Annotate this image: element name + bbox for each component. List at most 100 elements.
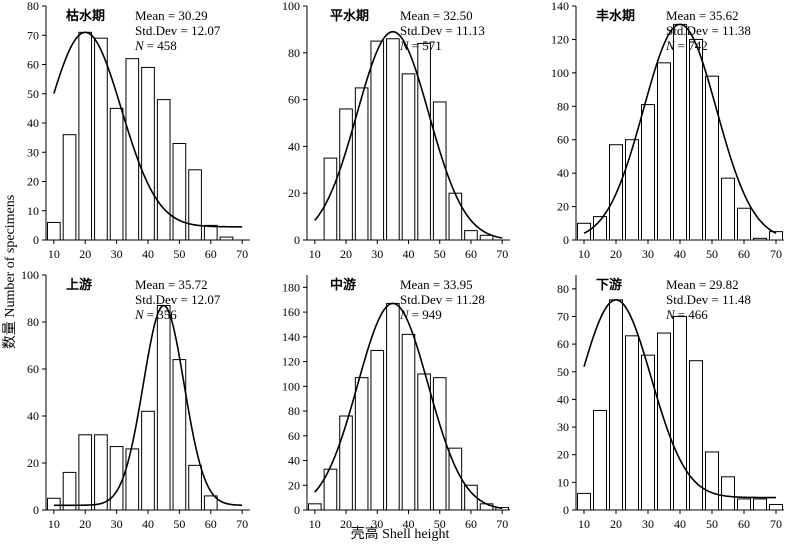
y-tick-label: 30 (557, 420, 569, 434)
bar (577, 222, 591, 241)
n-label: N = 742 (665, 38, 708, 53)
n-value: = 466 (678, 307, 709, 322)
n-symbol: N (399, 307, 410, 322)
bar (125, 448, 140, 511)
panel-6: 0 10 20 30 40 50 60 70 80 10 20 30 40 50 60 70 下游 Mean = … (557, 275, 784, 531)
n-value: = 458 (147, 38, 177, 53)
x-tick-label: 40 (674, 517, 686, 531)
panel-title: 丰水期 (596, 8, 635, 24)
x-tick-label: 20 (79, 517, 91, 531)
bar (141, 66, 155, 241)
bar (641, 104, 655, 241)
std-dev-label: Std.Dev = 12.07 (135, 292, 221, 307)
y-tick-label: 100 (21, 268, 39, 282)
y-tick-label: 70 (27, 28, 39, 42)
y-tick-label: 10 (557, 475, 569, 489)
n-value: = 571 (412, 38, 442, 53)
x-tick-label: 20 (610, 247, 622, 261)
y-tick-label: 80 (557, 99, 569, 113)
n-symbol: N (134, 38, 145, 53)
bar (769, 503, 783, 511)
bar (339, 108, 353, 241)
x-tick-label: 40 (403, 247, 415, 261)
x-tick-label: 70 (770, 247, 782, 261)
mean-label: Mean = 30.29 (135, 8, 208, 23)
bar (125, 58, 140, 241)
bar (753, 498, 767, 511)
bar (386, 302, 400, 511)
bar (109, 446, 124, 511)
bar (417, 373, 431, 511)
y-tick-label: 80 (557, 282, 569, 296)
y-tick-label: 140 (551, 0, 569, 13)
x-tick-label: 60 (738, 247, 750, 261)
std-dev-label: Std.Dev = 11.13 (400, 23, 485, 38)
y-tick-label: 20 (557, 448, 569, 462)
fit-curve (314, 30, 503, 239)
n-label: N = 949 (399, 307, 442, 322)
n-label: N = 458 (134, 38, 177, 53)
n-symbol: N (399, 38, 410, 53)
y-tick-label: 60 (288, 93, 300, 107)
y-tick-label: 60 (27, 362, 39, 376)
y-tick-label: 100 (551, 66, 569, 80)
x-tick-label: 20 (340, 517, 352, 531)
panel-5: 0 20 40 60 80 100 120 140 160 180 10 20 30 40 50 60 70 中游… (282, 275, 510, 531)
fit-curve (583, 299, 776, 499)
fit-curve (583, 23, 777, 234)
bar (339, 415, 353, 511)
panel-2: 0 20 40 60 80 100 10 20 30 40 50 60 70 平水期 Mean = 32.5… (282, 0, 510, 261)
bar (673, 315, 687, 511)
x-tick-label: 30 (642, 247, 654, 261)
bar (156, 99, 171, 241)
bar (62, 471, 77, 511)
y-tick-label: 50 (27, 87, 39, 101)
bar (156, 305, 171, 511)
y-tick-label: 120 (551, 32, 569, 46)
bar (689, 38, 703, 241)
x-tick-label: 60 (205, 247, 217, 261)
x-tick-label: 60 (465, 247, 477, 261)
y-tick-label: 0 (563, 233, 569, 247)
mean-label: Mean = 35.62 (666, 8, 739, 23)
x-tick-label: 70 (496, 247, 508, 261)
bar (141, 410, 155, 511)
x-tick-label: 50 (706, 247, 718, 261)
n-value: = 949 (412, 307, 442, 322)
bar (417, 42, 431, 241)
y-tick-label: 80 (288, 46, 300, 60)
panel-3: 0 20 40 60 80 100 120 140 10 20 30 40 50 60 70 丰水期 Mean … (551, 0, 784, 261)
bar (593, 409, 607, 511)
bar (705, 75, 719, 241)
x-tick-label: 40 (403, 517, 415, 531)
n-symbol: N (665, 307, 676, 322)
y-tick-label: 40 (27, 116, 39, 130)
panel-4: 0 20 40 60 80 100 10 20 30 40 50 60 70 上游 Mean = 35.72… (21, 268, 250, 531)
bar (188, 169, 202, 241)
bar (673, 23, 687, 241)
n-symbol: N (665, 38, 676, 53)
x-tick-label: 20 (79, 247, 91, 261)
y-tick-label: 180 (282, 280, 300, 294)
x-tick-label: 50 (706, 517, 718, 531)
y-tick-label: 40 (288, 454, 300, 468)
y-tick-label: 0 (33, 233, 39, 247)
bar (464, 484, 478, 511)
y-tick-label: 20 (288, 186, 300, 200)
std-dev-label: Std.Dev = 11.38 (666, 23, 751, 38)
y-tick-label: 20 (288, 478, 300, 492)
y-axis-label: 数量 Number of specimens (2, 195, 18, 349)
y-tick-label: 100 (282, 379, 300, 393)
std-dev-label: Std.Dev = 12.07 (135, 23, 221, 38)
panel-title: 中游 (330, 277, 356, 293)
y-tick-label: 20 (27, 456, 39, 470)
x-tick-label: 30 (111, 247, 123, 261)
y-tick-label: 140 (282, 330, 300, 344)
x-tick-label: 10 (48, 247, 60, 261)
bar (401, 73, 416, 241)
panel-1: 0 10 20 30 40 50 60 70 80 10 20 30 40 50 60 70 枯水期 Mean =… (27, 0, 250, 261)
mean-label: Mean = 35.72 (135, 277, 208, 292)
bar (657, 62, 671, 241)
